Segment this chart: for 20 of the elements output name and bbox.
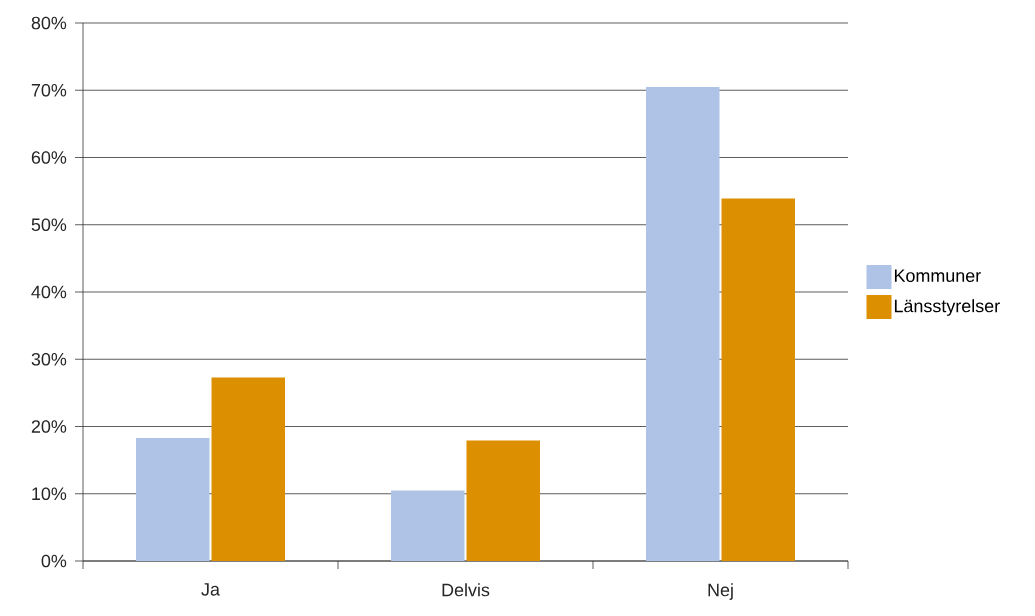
- bar: [136, 437, 210, 561]
- legend-label: Länsstyrelser: [894, 299, 1000, 316]
- y-tick-label: 40%: [31, 285, 67, 299]
- x-tick-label: Nej: [708, 583, 733, 600]
- y-tick-label: 20%: [31, 420, 67, 433]
- y-tick-label: 30%: [31, 352, 67, 366]
- bar: [391, 490, 465, 561]
- bar: [646, 86, 720, 561]
- y-tick-label: 80%: [31, 16, 67, 30]
- x-tick-label: Delvis: [442, 583, 490, 597]
- legend-label: Kommuner: [894, 269, 981, 282]
- y-tick-label: 70%: [31, 83, 67, 97]
- x-tick-label: Ja: [201, 583, 220, 596]
- y-tick-label: 10%: [32, 487, 67, 501]
- bar: [466, 440, 540, 561]
- y-tick-label: 0%: [41, 554, 67, 568]
- y-tick-label: 50%: [31, 218, 67, 232]
- bar: [721, 198, 795, 561]
- bar: [211, 377, 285, 561]
- y-tick-label: 60%: [31, 151, 67, 164]
